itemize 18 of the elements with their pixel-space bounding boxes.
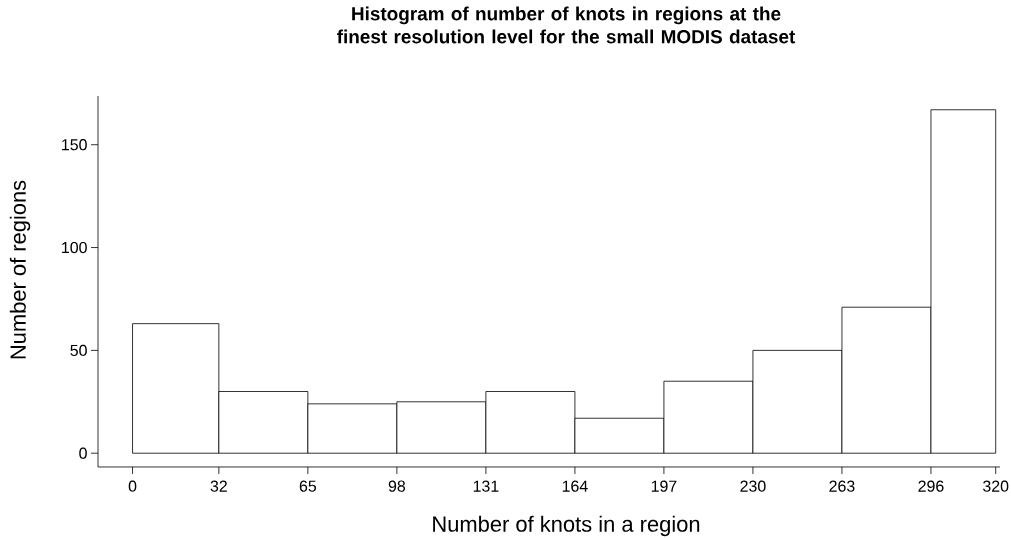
x-tick-label: 164 [562, 480, 588, 492]
y-tick-label: 100 [62, 241, 87, 254]
x-tick-label: 320 [983, 480, 1009, 492]
y-axis-title: Number of regions [9, 180, 31, 359]
x-tick-label: 131 [473, 480, 499, 492]
x-tick-label: 0 [128, 480, 137, 492]
x-tick-label: 98 [388, 480, 406, 492]
x-axis-title: Number of knots in a region [433, 515, 700, 537]
y-tick-label: 0 [79, 447, 87, 459]
y-tick-label: 150 [62, 139, 87, 151]
x-tick-label: 32 [210, 480, 227, 492]
x-tick-label: 65 [299, 480, 317, 492]
x-tick-label: 296 [918, 480, 944, 492]
y-tick-label: 50 [70, 344, 87, 357]
x-tick-label: 197 [651, 480, 677, 492]
x-tick-label: 230 [740, 480, 766, 492]
x-tick-label: 263 [829, 480, 855, 492]
chart-title: Histogram of number of knots in regions at the finest resolution level for the small MODIS dataset [337, 6, 796, 44]
